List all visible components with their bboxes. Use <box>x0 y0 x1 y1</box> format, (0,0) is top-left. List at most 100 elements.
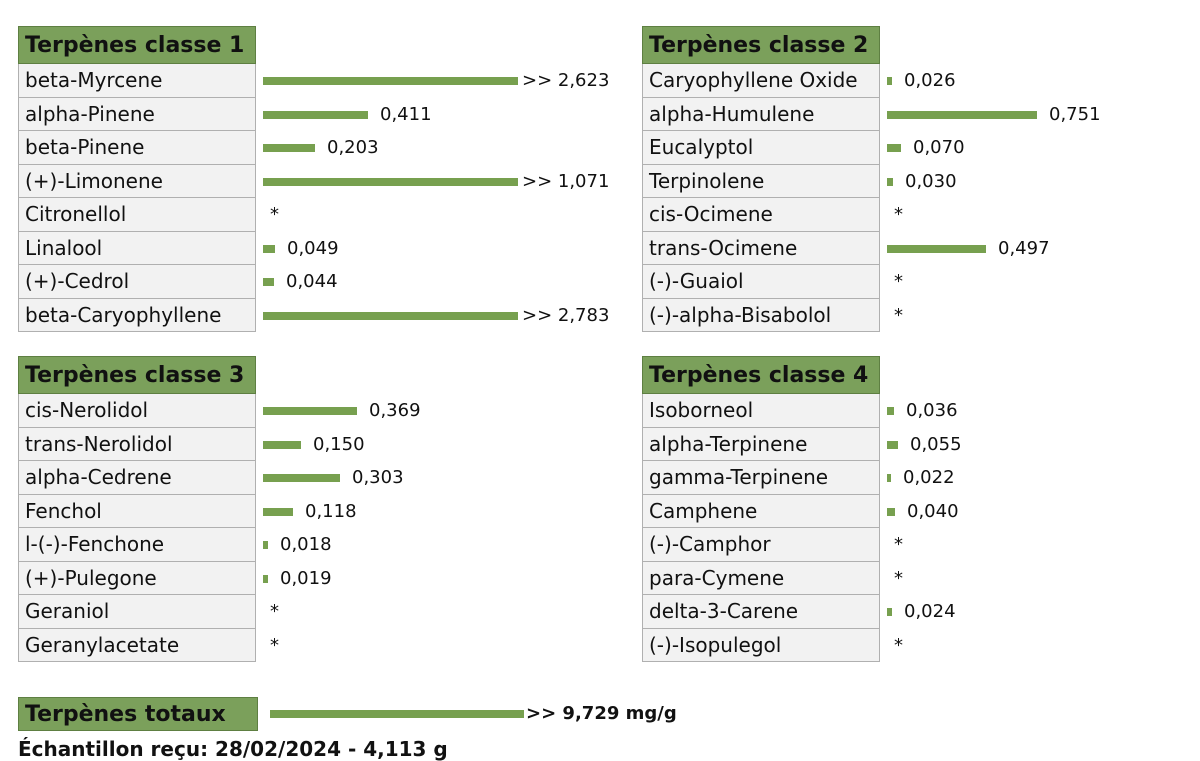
table-row: Geraniol * <box>18 595 578 629</box>
terpene-panel: Terpènes classe 2 Caryophyllene Oxide 0,02… <box>642 26 1200 332</box>
table-row: (-)-Camphor * <box>642 528 1200 562</box>
value-label: 0,018 <box>280 534 332 555</box>
table-row: alpha-Terpinene 0,055 <box>642 427 1200 461</box>
total-bar <box>270 710 524 718</box>
panel-title: Terpènes classe 3 <box>18 356 256 394</box>
compound-name: cis-Ocimene <box>642 198 880 232</box>
table-row: trans-Nerolidol 0,150 <box>18 427 578 461</box>
table-row: l-(-)-Fenchone 0,018 <box>18 528 578 562</box>
compound-name: (+)-Cedrol <box>18 265 256 299</box>
value-label: 0,040 <box>907 500 959 522</box>
table-row: Citronellol * <box>18 198 578 232</box>
compound-name: trans-Ocimene <box>642 231 880 265</box>
compound-name: alpha-Pinene <box>18 97 256 131</box>
value-label: 0,303 <box>352 467 404 488</box>
value-label: 0,118 <box>305 500 357 522</box>
value-label: 0,150 <box>313 433 365 455</box>
compound-name: beta-Caryophyllene <box>18 298 256 332</box>
value-bar <box>887 608 892 616</box>
value-bar <box>887 77 892 85</box>
panel-title: Terpènes classe 2 <box>642 26 880 64</box>
compound-name: Camphene <box>642 494 880 528</box>
compound-name: (+)-Pulegone <box>18 561 256 595</box>
value-bar <box>887 474 891 482</box>
value-label: 0,024 <box>904 601 956 622</box>
value-label: 0,030 <box>905 170 957 192</box>
panel-title: Terpènes classe 4 <box>642 356 880 394</box>
value-label: * <box>894 271 903 292</box>
value-bar <box>887 177 893 186</box>
table-row: Geranylacetate * <box>18 628 578 662</box>
compound-name: l-(-)-Fenchone <box>18 528 256 562</box>
table-row: (+)-Cedrol 0,044 <box>18 265 578 299</box>
value-bar <box>263 541 268 549</box>
table-row: trans-Ocimene 0,497 <box>642 231 1200 265</box>
table-row: (+)-Limonene >> 1,071 <box>18 164 609 198</box>
compound-name: Terpinolene <box>642 164 880 198</box>
compound-name: (+)-Limonene <box>18 164 256 198</box>
compound-name: cis-Nerolidol <box>18 394 256 428</box>
value-label: 0,019 <box>280 567 332 589</box>
table-row: beta-Caryophyllene >> 2,783 <box>18 298 609 332</box>
compound-name: Caryophyllene Oxide <box>642 64 880 98</box>
value-bar <box>887 144 901 152</box>
compound-name: Eucalyptol <box>642 131 880 165</box>
table-row: cis-Nerolidol 0,369 <box>18 394 578 428</box>
total-value: >> 9,729 mg/g <box>526 703 677 724</box>
value-bar <box>263 77 518 85</box>
value-bar <box>263 574 268 583</box>
value-label: 0,369 <box>369 400 421 421</box>
terpene-panel: Terpènes classe 4 Isoborneol 0,036 alpha-Te… <box>642 356 1200 662</box>
value-bar <box>263 407 357 415</box>
table-row: Linalool 0,049 <box>18 231 578 265</box>
compound-name: delta-3-Carene <box>642 595 880 629</box>
value-label: 0,026 <box>904 70 956 91</box>
table-row: Isoborneol 0,036 <box>642 394 1200 428</box>
table-row: alpha-Cedrene 0,303 <box>18 461 578 495</box>
table-row: Terpinolene 0,030 <box>642 164 1200 198</box>
compound-name: beta-Myrcene <box>18 64 256 98</box>
total-header: Terpènes totaux <box>18 697 258 731</box>
value-bar <box>263 177 518 186</box>
value-bar <box>887 507 895 516</box>
compound-name: alpha-Terpinene <box>642 427 880 461</box>
value-label: 0,055 <box>910 433 962 455</box>
table-row: beta-Pinene 0,203 <box>18 131 578 165</box>
compound-name: Geranylacetate <box>18 628 256 662</box>
table-row: Caryophyllene Oxide 0,026 <box>642 64 1200 98</box>
terpene-panel: Terpènes classe 3 cis-Nerolidol 0,369 trans… <box>18 356 578 662</box>
terpene-panel: Terpènes classe 1 beta-Myrcene >> 2,623 alp… <box>18 26 609 332</box>
compound-name: Geraniol <box>18 595 256 629</box>
value-bar <box>887 244 986 253</box>
compound-name: Linalool <box>18 231 256 265</box>
table-row: beta-Myrcene >> 2,623 <box>18 64 609 98</box>
value-bar <box>887 440 898 449</box>
value-label: 0,022 <box>903 467 955 488</box>
sample-info: Échantillon reçu: 28/02/2024 - 4,113 g <box>18 737 448 761</box>
value-label: * <box>270 634 279 656</box>
table-row: Camphene 0,040 <box>642 494 1200 528</box>
compound-name: para-Cymene <box>642 561 880 595</box>
table-row: alpha-Pinene 0,411 <box>18 97 578 131</box>
value-label: * <box>894 204 903 225</box>
value-label: >> 2,783 <box>522 304 610 326</box>
value-bar <box>263 507 293 516</box>
value-label: 0,751 <box>1049 103 1101 125</box>
value-bar <box>263 144 315 152</box>
value-label: 0,049 <box>287 237 339 259</box>
compound-name: alpha-Humulene <box>642 97 880 131</box>
compound-name: Citronellol <box>18 198 256 232</box>
compound-name: trans-Nerolidol <box>18 427 256 461</box>
value-label: 0,203 <box>327 137 379 158</box>
value-label: 0,044 <box>286 271 338 292</box>
table-row: alpha-Humulene 0,751 <box>642 97 1200 131</box>
compound-name: alpha-Cedrene <box>18 461 256 495</box>
table-row: delta-3-Carene 0,024 <box>642 595 1200 629</box>
value-bar <box>263 474 340 482</box>
table-row: (-)-alpha-Bisabolol * <box>642 298 1200 332</box>
table-row: para-Cymene * <box>642 561 1200 595</box>
value-bar <box>263 110 368 119</box>
panel-title: Terpènes classe 1 <box>18 26 256 64</box>
value-bar <box>263 244 275 253</box>
table-row: (+)-Pulegone 0,019 <box>18 561 578 595</box>
